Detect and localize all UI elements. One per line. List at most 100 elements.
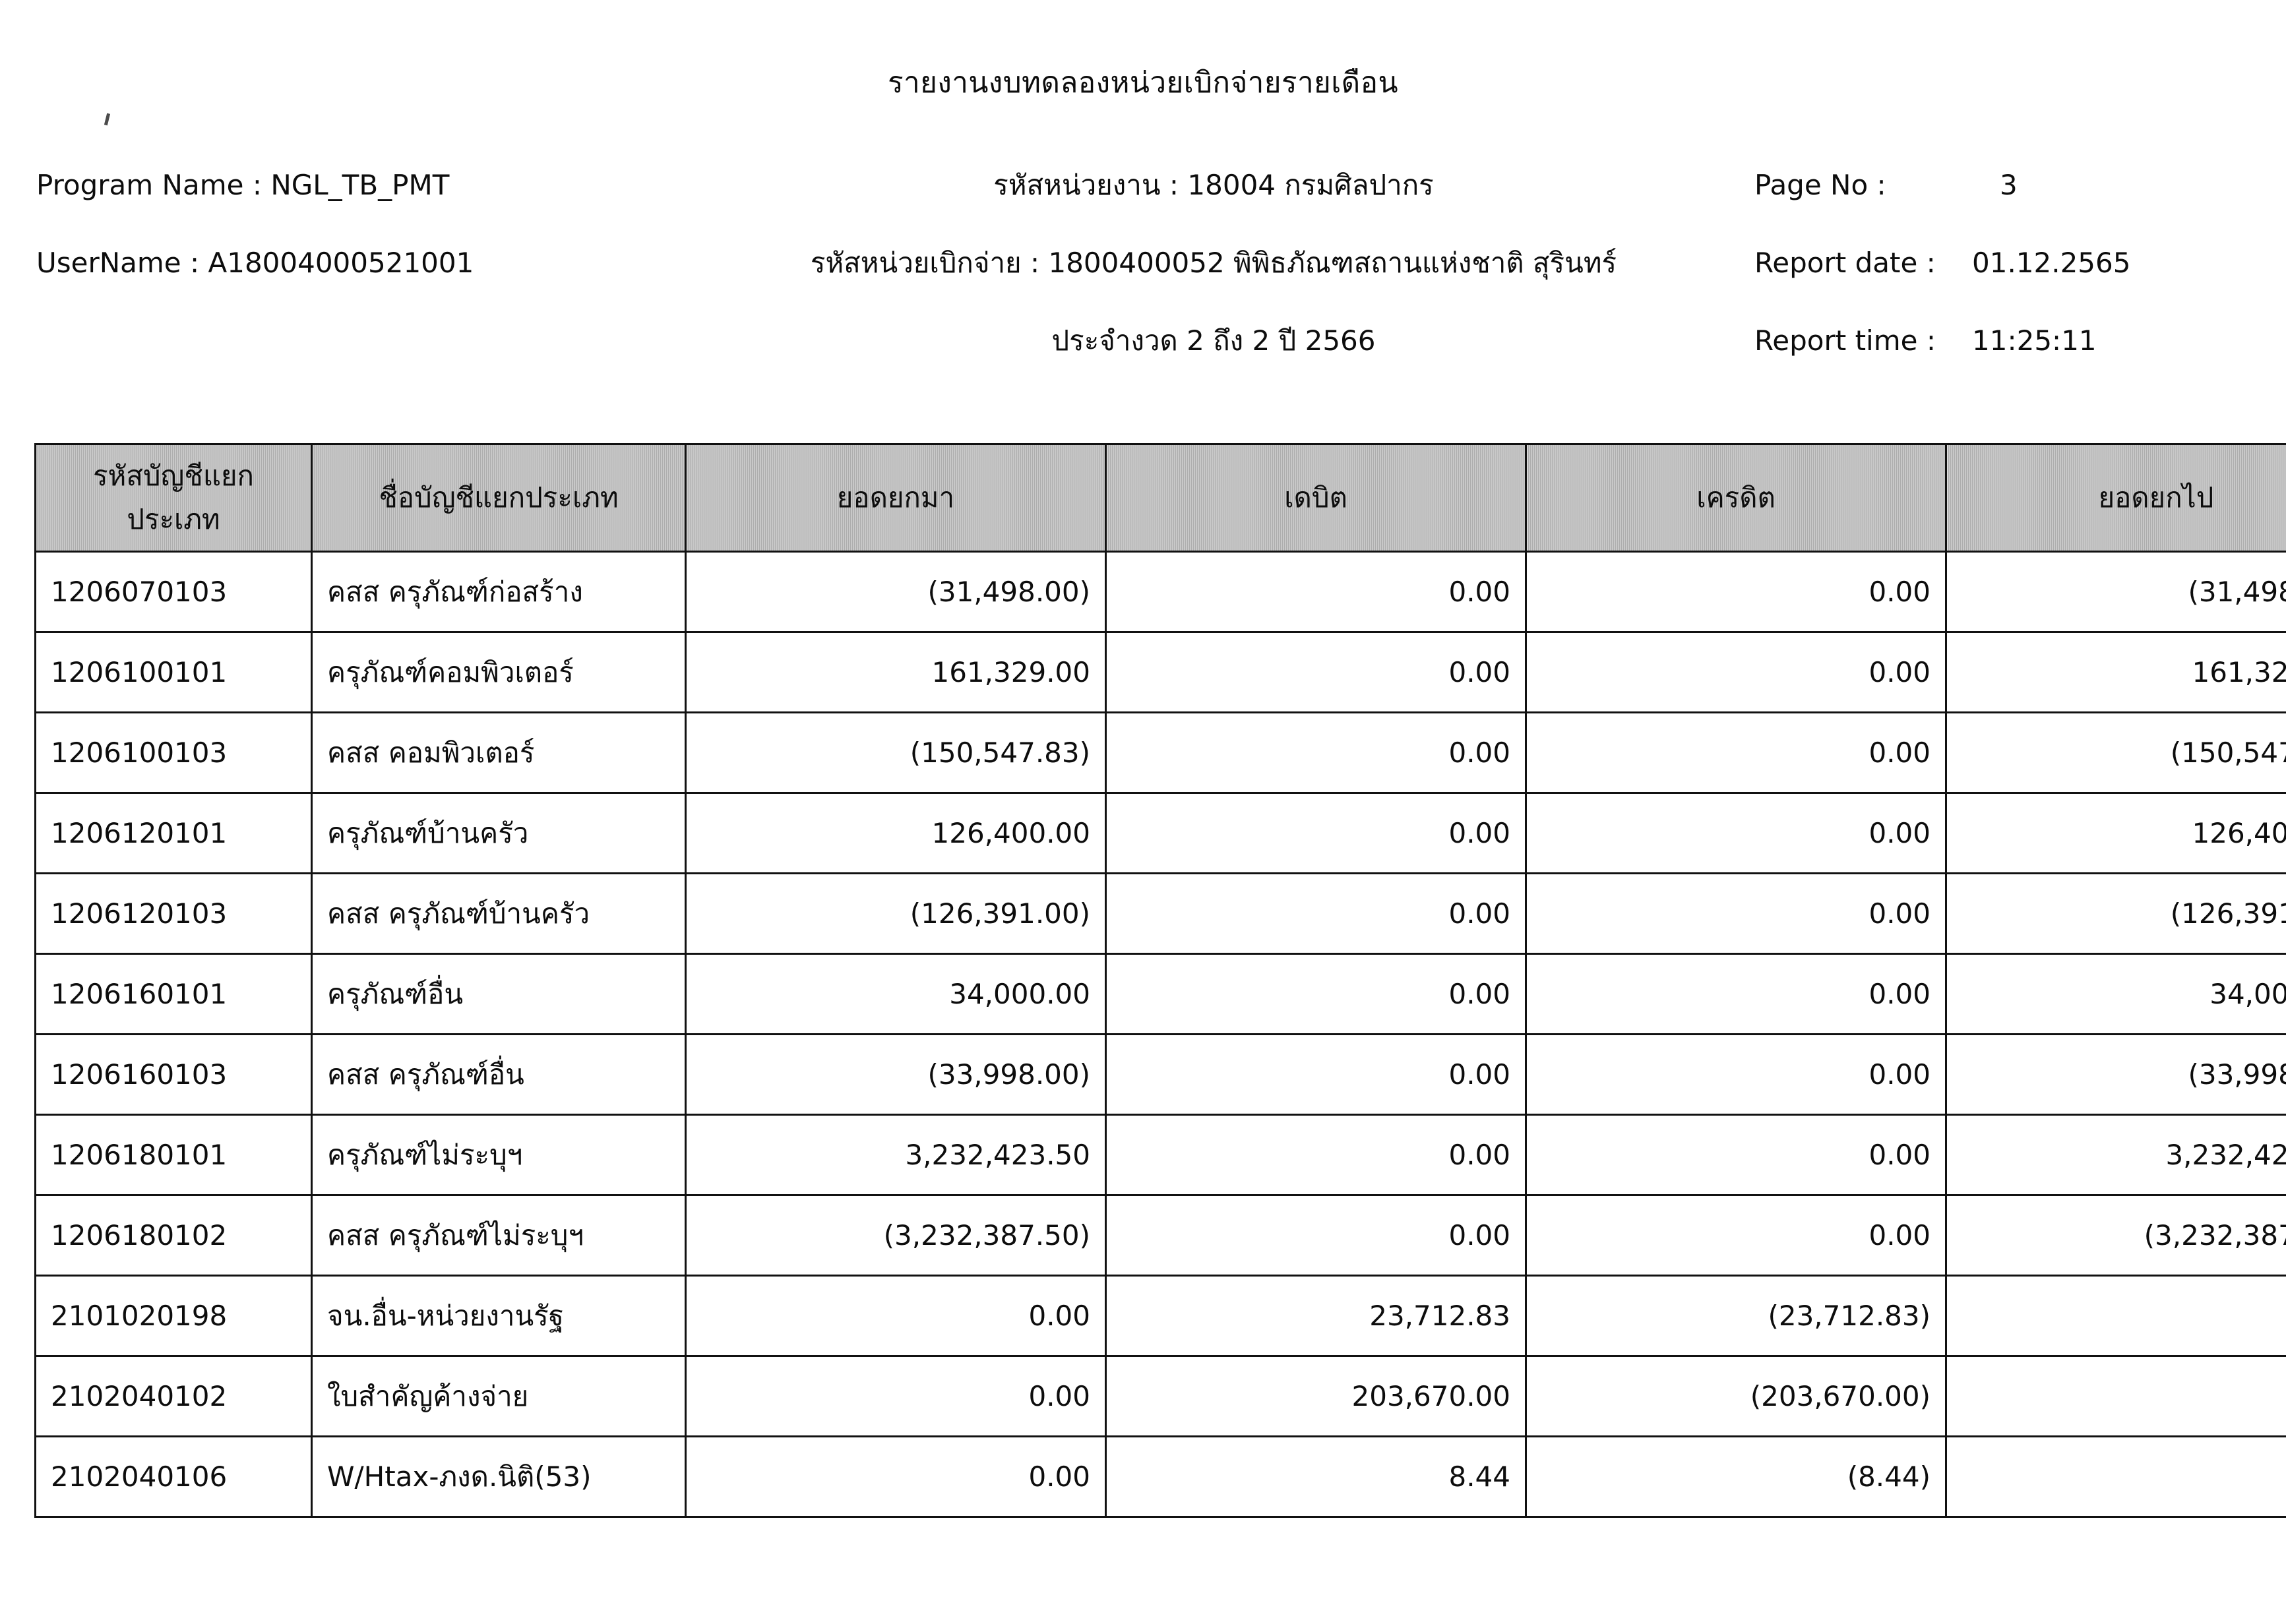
cell-debit: 8.44: [1105, 1435, 1527, 1518]
column-header-account-name: ชื่อบัญชีแยกประเภท: [311, 443, 687, 553]
cell-account-name: ครุภัณฑ์อื่น: [311, 953, 687, 1035]
table-row: 2102040102 ใบสำคัญค้างจ่าย 0.00 203,670.…: [34, 1355, 2286, 1437]
table-row: 2101020198 จน.อื่น-หน่วยงานรัฐ 0.00 23,7…: [34, 1275, 2286, 1357]
column-header-account-code: รหัสบัญชีแยกประเภท: [34, 443, 313, 553]
cell-account-code: 1206160101: [34, 953, 313, 1035]
cell-account-code: 1206120101: [34, 792, 313, 874]
cell-account-name: จน.อื่น-หน่วยงานรัฐ: [311, 1275, 687, 1357]
cell-account-code: 1206100101: [34, 631, 313, 713]
cell-credit: 0.00: [1525, 792, 1947, 874]
header-center-block: รหัสหน่วยงาน : 18004 กรมศิลปากร รหัสหน่ว…: [758, 146, 1669, 380]
table-row: 1206160103 คสส ครุภัณฑ์อื่น (33,998.00) …: [34, 1033, 2286, 1116]
header-left-block: Program Name : NGL_TB_PMT UserName : A18…: [36, 146, 762, 302]
column-header-credit: เครดิต: [1525, 443, 1947, 553]
cell-debit: 0.00: [1105, 953, 1527, 1035]
table-row: 1206120103 คสส ครุภัณฑ์บ้านครัว (126,391…: [34, 872, 2286, 955]
cell-opening-balance: 3,232,423.50: [685, 1114, 1107, 1196]
header-right-block: Page No : 3 Report date : 01.12.2565 Rep…: [1754, 146, 2130, 380]
cell-closing-balance: 0.00: [1945, 1275, 2286, 1357]
cell-account-code: 2102040106: [34, 1435, 313, 1518]
cell-debit: 0.00: [1105, 551, 1527, 633]
disbursement-unit-line: รหัสหน่วยเบิกจ่าย : 1800400052 พิพิธภัณฑ…: [810, 247, 1617, 279]
cell-credit: 0.00: [1525, 711, 1947, 794]
table-header: รหัสบัญชีแยกประเภท ชื่อบัญชีแยกประเภท ยอ…: [34, 443, 2286, 553]
cell-account-name: คสส ครุภัณฑ์อื่น: [311, 1033, 687, 1116]
cell-closing-balance: 161,329.00: [1945, 631, 2286, 713]
cell-account-name: ครุภัณฑ์คอมพิวเตอร์: [311, 631, 687, 713]
report-time-value: 11:25:11: [1972, 324, 2097, 357]
cell-opening-balance: (33,998.00): [685, 1033, 1107, 1116]
cell-account-code: 1206100103: [34, 711, 313, 794]
cell-opening-balance: (3,232,387.50): [685, 1194, 1107, 1277]
cell-credit: (203,670.00): [1525, 1355, 1947, 1437]
cell-credit: 0.00: [1525, 953, 1947, 1035]
cell-closing-balance: 3,232,423.50: [1945, 1114, 2286, 1196]
cell-account-name: ครุภัณฑ์ไม่ระบุฯ: [311, 1114, 687, 1196]
cell-credit: (23,712.83): [1525, 1275, 1947, 1357]
cell-account-code: 2101020198: [34, 1275, 313, 1357]
cell-account-code: 1206070103: [34, 551, 313, 633]
cell-debit: 23,712.83: [1105, 1275, 1527, 1357]
column-header-debit: เดบิต: [1105, 443, 1527, 553]
table-row: 1206180101 ครุภัณฑ์ไม่ระบุฯ 3,232,423.50…: [34, 1114, 2286, 1196]
cell-opening-balance: 0.00: [685, 1275, 1107, 1357]
cell-account-code: 1206180101: [34, 1114, 313, 1196]
report-date-value: 01.12.2565: [1972, 247, 2131, 279]
cell-opening-balance: (126,391.00): [685, 872, 1107, 955]
report-date-label: Report date :: [1754, 247, 1936, 279]
column-header-closing-balance: ยอดยกไป: [1945, 443, 2286, 553]
cell-closing-balance: 34,000.00: [1945, 953, 2286, 1035]
report-header: รายงานงบทดลองหน่วยเบิกจ่ายรายเดือน Progr…: [0, 0, 2286, 422]
cell-account-name: ใบสำคัญค้างจ่าย: [311, 1355, 687, 1437]
cell-debit: 0.00: [1105, 1194, 1527, 1277]
cell-account-name: คสส คอมพิวเตอร์: [311, 711, 687, 794]
table-row: 1206070103 คสส ครุภัณฑ์ก่อสร้าง (31,498.…: [34, 551, 2286, 633]
cell-closing-balance: (33,998.00): [1945, 1033, 2286, 1116]
cell-opening-balance: (150,547.83): [685, 711, 1107, 794]
period-line: ประจำงวด 2 ถึง 2 ปี 2566: [1051, 324, 1376, 357]
cell-account-name: คสส ครุภัณฑ์บ้านครัว: [311, 872, 687, 955]
cell-account-code: 1206160103: [34, 1033, 313, 1116]
cell-credit: 0.00: [1525, 1194, 1947, 1277]
cell-opening-balance: 161,329.00: [685, 631, 1107, 713]
cell-closing-balance: (126,391.00): [1945, 872, 2286, 955]
cell-debit: 0.00: [1105, 711, 1527, 794]
agency-code-line: รหัสหน่วยงาน : 18004 กรมศิลปากร: [993, 169, 1434, 201]
page-no-value: 3: [2000, 169, 2018, 201]
table-row: 1206100103 คสส คอมพิวเตอร์ (150,547.83) …: [34, 711, 2286, 794]
trial-balance-table-wrapper: รหัสบัญชีแยกประเภท ชื่อบัญชีแยกประเภท ยอ…: [34, 443, 2286, 1518]
cell-credit: (8.44): [1525, 1435, 1947, 1518]
cell-account-name: คสส ครุภัณฑ์ก่อสร้าง: [311, 551, 687, 633]
cell-debit: 0.00: [1105, 872, 1527, 955]
page-no-row: Page No : 3: [1754, 146, 2130, 224]
table-row: 1206120101 ครุภัณฑ์บ้านครัว 126,400.00 0…: [34, 792, 2286, 874]
table-row: 2102040106 W/Htax-ภงด.นิติ(53) 0.00 8.44…: [34, 1435, 2286, 1518]
column-header-opening-balance: ยอดยกมา: [685, 443, 1107, 553]
report-time-row: Report time : 11:25:11: [1754, 302, 2130, 380]
cell-opening-balance: 126,400.00: [685, 792, 1107, 874]
cell-credit: 0.00: [1525, 1033, 1947, 1116]
page-title: รายงานงบทดลองหน่วยเบิกจ่ายรายเดือน: [888, 66, 1398, 100]
cell-credit: 0.00: [1525, 551, 1947, 633]
cell-opening-balance: 0.00: [685, 1355, 1107, 1437]
cell-debit: 0.00: [1105, 1033, 1527, 1116]
program-name: Program Name : NGL_TB_PMT: [36, 169, 450, 201]
table-row: 1206180102 คสส ครุภัณฑ์ไม่ระบุฯ (3,232,3…: [34, 1194, 2286, 1277]
cell-account-code: 2102040102: [34, 1355, 313, 1437]
cell-account-name: ครุภัณฑ์บ้านครัว: [311, 792, 687, 874]
table-row: 1206100101 ครุภัณฑ์คอมพิวเตอร์ 161,329.0…: [34, 631, 2286, 713]
cell-account-name: W/Htax-ภงด.นิติ(53): [311, 1435, 687, 1518]
cell-debit: 0.00: [1105, 631, 1527, 713]
table-row: 1206160101 ครุภัณฑ์อื่น 34,000.00 0.00 0…: [34, 953, 2286, 1035]
cell-closing-balance: (31,498.00): [1945, 551, 2286, 633]
cell-account-code: 1206180102: [34, 1194, 313, 1277]
cell-closing-balance: 0.00: [1945, 1435, 2286, 1518]
table-body: 1206070103 คสส ครุภัณฑ์ก่อสร้าง (31,498.…: [34, 551, 2286, 1518]
cell-closing-balance: (150,547.83): [1945, 711, 2286, 794]
cell-account-name: คสส ครุภัณฑ์ไม่ระบุฯ: [311, 1194, 687, 1277]
cell-credit: 0.00: [1525, 872, 1947, 955]
cell-debit: 0.00: [1105, 1114, 1527, 1196]
trial-balance-table: รหัสบัญชีแยกประเภท ชื่อบัญชีแยกประเภท ยอ…: [34, 443, 2286, 1518]
cell-opening-balance: 0.00: [685, 1435, 1107, 1518]
cell-closing-balance: 126,400.00: [1945, 792, 2286, 874]
